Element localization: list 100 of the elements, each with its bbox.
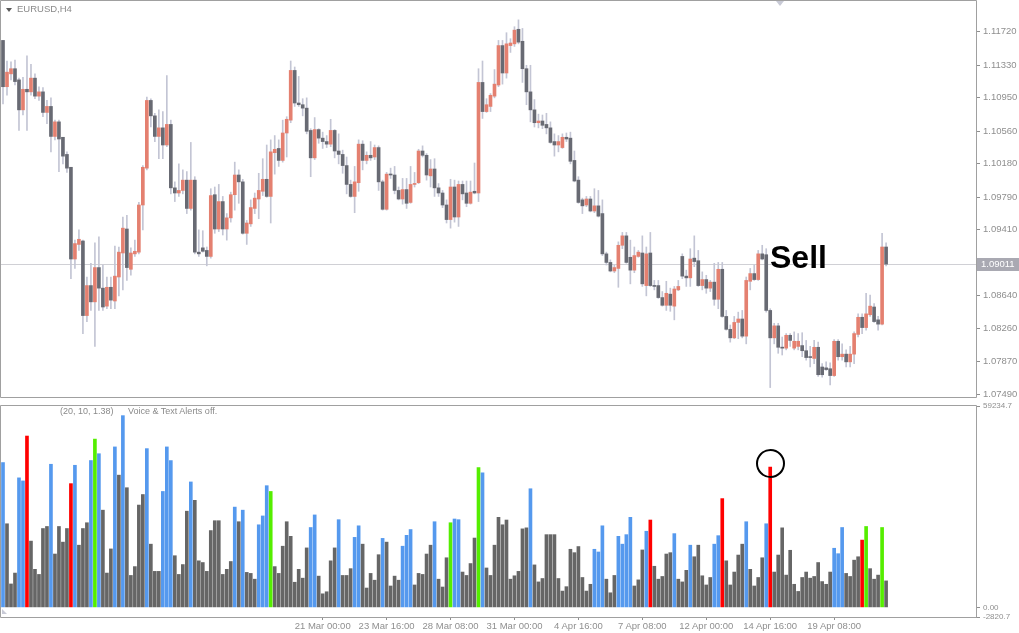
bar — [184, 510, 189, 608]
bar — [284, 521, 289, 608]
y-tick-label: 1.10950 — [983, 91, 1018, 103]
bar — [672, 533, 677, 608]
bar — [97, 453, 101, 608]
y-tick-label: 1.07870 — [983, 355, 1018, 367]
bar — [188, 481, 193, 608]
bar — [724, 560, 729, 608]
bar — [145, 448, 149, 608]
x-tick-label: 4 Apr 16:00 — [554, 620, 603, 632]
bar — [768, 466, 773, 608]
bar — [29, 540, 33, 608]
bar — [840, 527, 844, 608]
candlestick — [808, 346, 812, 368]
y-tick-label: 1.10560 — [983, 124, 1018, 136]
bar — [740, 543, 745, 608]
bar — [264, 485, 269, 608]
bar — [788, 549, 793, 608]
bar — [856, 556, 860, 608]
y-tick-label: 1.11720 — [983, 25, 1017, 37]
bar — [65, 528, 69, 608]
bar — [312, 514, 317, 608]
bar — [676, 578, 681, 608]
bar — [696, 544, 701, 608]
chart-subtitle: Voice & Text Alerts off. — [128, 406, 218, 417]
bar — [236, 521, 241, 608]
bar — [860, 539, 864, 608]
bar — [296, 569, 301, 608]
bar — [69, 483, 73, 608]
y-tick-label: 1.08260 — [983, 322, 1018, 334]
bar — [240, 509, 245, 608]
bar — [880, 527, 884, 608]
bar — [125, 487, 129, 608]
bar — [828, 571, 832, 608]
bar — [49, 463, 53, 608]
bar — [13, 572, 17, 608]
y-tick-label: 1.09790 — [983, 190, 1018, 202]
bar — [844, 573, 848, 608]
candlestick — [320, 131, 325, 149]
bar — [93, 438, 97, 608]
bar — [876, 574, 880, 608]
y-tick-label: 1.08640 — [983, 289, 1018, 301]
bar — [45, 526, 49, 608]
bar — [316, 575, 321, 608]
bar — [268, 491, 273, 608]
bar — [244, 572, 249, 608]
candlestick — [736, 311, 741, 340]
bar — [25, 435, 29, 608]
bar — [804, 571, 808, 608]
bar — [304, 547, 309, 608]
bar — [232, 506, 237, 608]
bar — [192, 499, 197, 608]
candlestick — [25, 55, 29, 131]
bar — [668, 552, 673, 608]
bar — [764, 523, 769, 608]
annotation: Sell — [770, 239, 827, 275]
bar — [89, 460, 93, 608]
y-tick-label: 59234.7 — [983, 401, 1013, 411]
y-tick-label: 1.07490 — [983, 388, 1018, 400]
y-tick-label: -2820.7 — [983, 612, 1011, 622]
bar — [816, 562, 820, 608]
x-tick-label: 14 Apr 16:00 — [743, 620, 798, 632]
x-tick-label: 21 Mar 00:00 — [294, 620, 351, 632]
bar — [121, 415, 125, 608]
bar — [17, 477, 21, 608]
y-tick-label: 1.09410 — [983, 223, 1018, 235]
bar — [157, 571, 161, 608]
bar — [248, 573, 253, 608]
ref-line-label: 1.09011 — [981, 258, 1015, 270]
bar — [73, 464, 77, 608]
bar — [852, 559, 856, 608]
bar — [165, 446, 169, 608]
bar — [664, 553, 669, 608]
bar — [272, 566, 277, 608]
bar — [708, 577, 713, 608]
bar — [744, 521, 749, 608]
bar — [720, 498, 725, 608]
x-tick-label: 23 Mar 16:00 — [358, 620, 415, 632]
bar — [780, 527, 785, 608]
x-tick-label: 7 Apr 08:00 — [618, 620, 667, 632]
candlestick — [800, 332, 805, 358]
bar — [716, 535, 721, 608]
y-tick-label: 0.00 — [983, 602, 1000, 612]
candlestick — [176, 163, 181, 197]
bar — [884, 580, 888, 608]
y-tick-label: 1.10180 — [983, 157, 1018, 169]
bar — [212, 520, 217, 608]
bar — [688, 544, 693, 608]
candlestick — [157, 109, 161, 160]
bar — [101, 509, 105, 608]
bar — [832, 547, 836, 608]
x-tick-label: 28 Mar 08:00 — [422, 620, 479, 632]
candlestick — [840, 343, 844, 361]
bar — [760, 557, 765, 608]
bar — [200, 562, 205, 608]
bar — [748, 569, 753, 608]
bar — [172, 555, 177, 608]
bar — [109, 548, 113, 608]
bar — [216, 520, 221, 608]
bar — [868, 568, 872, 608]
